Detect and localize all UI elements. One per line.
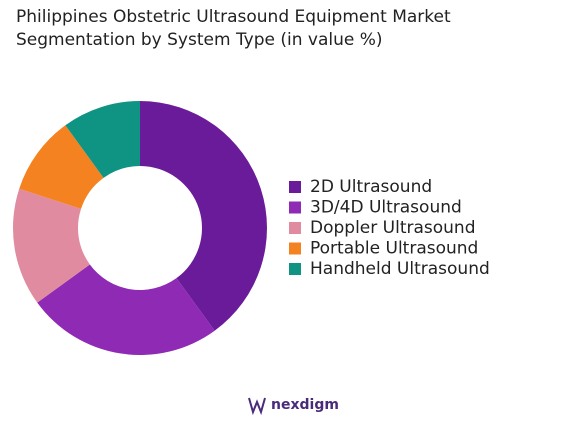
chart-title: Philippines Obstetric Ultrasound Equipme…	[16, 7, 451, 50]
donut-slice	[12, 188, 90, 303]
legend-label: Handheld Ultrasound	[310, 259, 490, 279]
legend-swatch	[289, 181, 301, 193]
legend-label: Doppler Ultrasound	[310, 218, 475, 238]
legend-label: 3D/4D Ultrasound	[310, 198, 462, 218]
donut-slice	[19, 125, 104, 209]
donut-slice	[37, 264, 215, 355]
donut-slice	[140, 101, 267, 331]
logo-icon	[248, 397, 266, 416]
logo-text: nexdigm	[271, 397, 339, 413]
legend-swatch	[289, 201, 301, 214]
legend-swatch	[289, 263, 301, 275]
donut-slice	[65, 101, 140, 178]
legend-label: Portable Ultrasound	[310, 239, 478, 259]
legend-label: 2D Ultrasound	[310, 177, 432, 197]
legend-swatch	[289, 242, 301, 255]
legend-swatch	[289, 222, 301, 234]
